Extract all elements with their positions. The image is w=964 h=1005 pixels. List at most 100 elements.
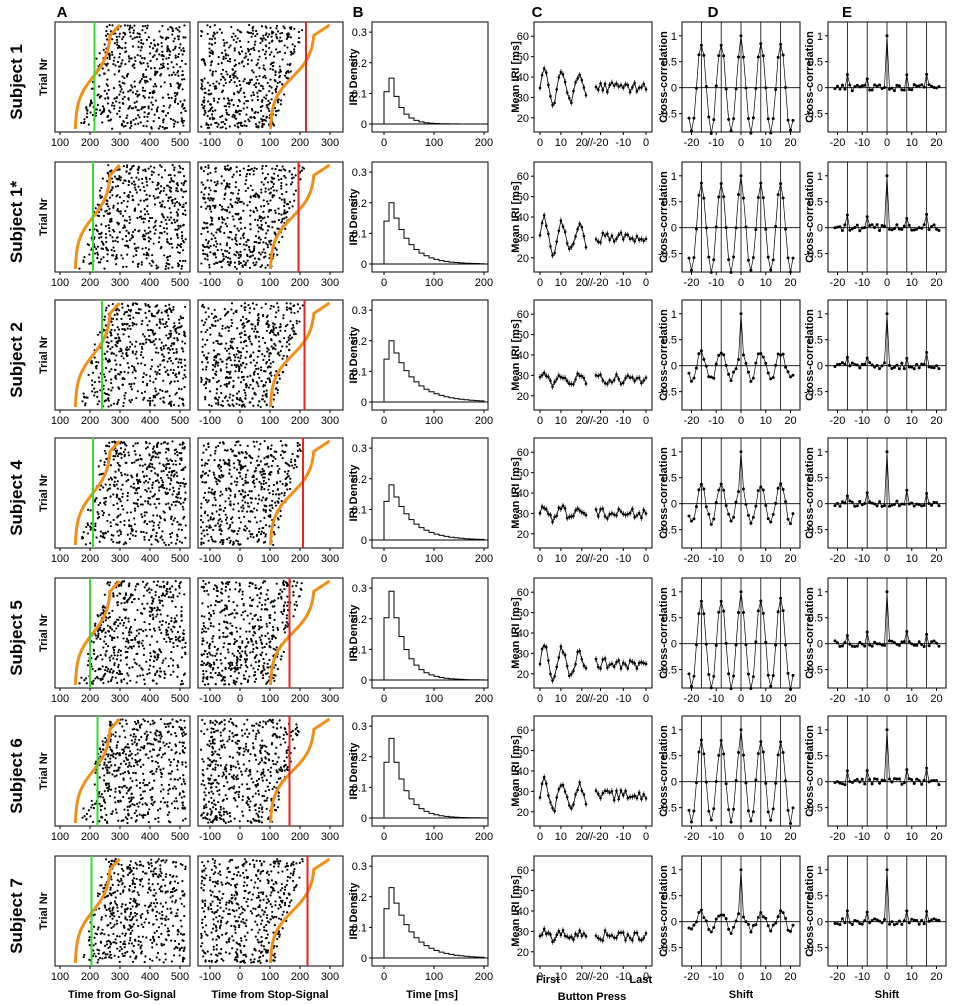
raster-dot bbox=[218, 467, 221, 470]
raster-dot bbox=[111, 240, 115, 243]
raster-dot bbox=[159, 476, 163, 480]
raster-dot bbox=[171, 523, 174, 526]
raster-dot bbox=[214, 320, 217, 323]
raster-dot bbox=[234, 111, 237, 114]
raster-dot bbox=[218, 334, 221, 337]
raster-dot bbox=[261, 119, 264, 123]
raster-dot bbox=[240, 87, 243, 90]
raster-dot bbox=[169, 403, 172, 406]
raster-dot bbox=[88, 253, 91, 256]
raster-dot bbox=[267, 99, 270, 103]
raster-dot bbox=[182, 468, 185, 471]
raster-dot bbox=[209, 25, 212, 28]
raster-dot bbox=[161, 36, 164, 39]
raster-dot bbox=[165, 311, 168, 314]
raster-dot bbox=[152, 524, 155, 527]
mean-xtick-label: -10 bbox=[615, 277, 631, 289]
raster-dot bbox=[293, 199, 296, 202]
raster-dot bbox=[281, 371, 284, 374]
raster-dot bbox=[259, 105, 263, 109]
raster-dot bbox=[177, 251, 180, 254]
raster-dot bbox=[181, 196, 184, 199]
raster-dot bbox=[100, 186, 103, 190]
raster-dot bbox=[154, 224, 157, 227]
raster-dot bbox=[153, 394, 157, 397]
raster-dot bbox=[266, 35, 270, 38]
raster-dot bbox=[165, 334, 168, 337]
raster-dot bbox=[156, 479, 159, 482]
raster-dot bbox=[122, 357, 125, 360]
raster-dot bbox=[220, 334, 223, 338]
raster-dot bbox=[145, 125, 148, 128]
raster-dot bbox=[274, 348, 277, 351]
raster-dot bbox=[103, 352, 106, 356]
raster-dot bbox=[263, 457, 266, 460]
raster-dot bbox=[172, 403, 176, 406]
raster-dot bbox=[237, 253, 241, 256]
raster-dot bbox=[231, 192, 234, 195]
raster-dot bbox=[259, 442, 262, 446]
raster-dot bbox=[216, 248, 219, 252]
raster-dot bbox=[109, 525, 113, 528]
raster-dot bbox=[100, 258, 103, 261]
raster-dot bbox=[203, 109, 207, 112]
raster-dot bbox=[132, 444, 135, 448]
raster-dot bbox=[258, 66, 261, 69]
raster-dot bbox=[113, 313, 116, 317]
raster-dot bbox=[166, 241, 170, 244]
raster-dot bbox=[262, 204, 266, 208]
raster-dot bbox=[129, 485, 133, 488]
raster-dot bbox=[104, 63, 107, 66]
raster-dot bbox=[154, 456, 158, 459]
raster-dot bbox=[168, 189, 171, 192]
raster-dot bbox=[123, 76, 126, 80]
raster-dot bbox=[281, 165, 284, 168]
raster-dot bbox=[141, 380, 145, 384]
raster-dot bbox=[166, 373, 170, 376]
raster-dot bbox=[210, 238, 213, 241]
raster-dot bbox=[288, 206, 291, 210]
raster-dot bbox=[224, 327, 227, 330]
raster-dot bbox=[157, 392, 160, 395]
raster-dot bbox=[224, 168, 228, 171]
raster-dot bbox=[134, 117, 138, 120]
raster-dot bbox=[163, 254, 166, 257]
row-label: Subject 1 bbox=[7, 44, 26, 120]
raster-dot bbox=[123, 523, 126, 527]
raster-dot bbox=[204, 111, 207, 114]
raster-dot bbox=[232, 312, 235, 315]
raster-dot bbox=[178, 26, 181, 29]
raster-dot bbox=[216, 261, 219, 265]
raster-dot bbox=[261, 167, 264, 170]
raster-dot bbox=[207, 166, 210, 169]
raster-dot bbox=[139, 61, 142, 64]
raster-dot bbox=[180, 231, 183, 234]
raster-dot bbox=[101, 67, 104, 70]
raster-dot bbox=[174, 97, 177, 100]
raster-dot bbox=[179, 497, 182, 500]
raster-dot bbox=[154, 390, 157, 393]
raster-dot bbox=[86, 109, 89, 112]
raster-dot bbox=[109, 111, 112, 114]
raster-dot bbox=[144, 31, 147, 34]
raster-dot bbox=[208, 486, 211, 490]
raster-dot bbox=[264, 176, 267, 179]
raster-dot bbox=[129, 120, 133, 123]
raster-dot bbox=[231, 68, 234, 71]
raster-dot bbox=[272, 61, 275, 64]
raster-dot bbox=[277, 306, 280, 309]
raster-dot bbox=[142, 61, 145, 64]
raster-dot bbox=[276, 469, 280, 473]
raster-dot bbox=[122, 401, 125, 404]
raster-dot bbox=[204, 238, 208, 241]
raster-dot bbox=[265, 232, 268, 235]
raster-dot bbox=[281, 456, 284, 460]
raster-dot bbox=[251, 99, 254, 102]
raster-dot bbox=[219, 225, 223, 228]
raster-dot bbox=[240, 465, 243, 468]
raster-dot bbox=[283, 93, 286, 96]
raster-dot bbox=[225, 242, 229, 245]
raster-dot bbox=[272, 182, 275, 186]
raster-dot bbox=[126, 253, 129, 256]
raster-dot bbox=[214, 446, 218, 449]
